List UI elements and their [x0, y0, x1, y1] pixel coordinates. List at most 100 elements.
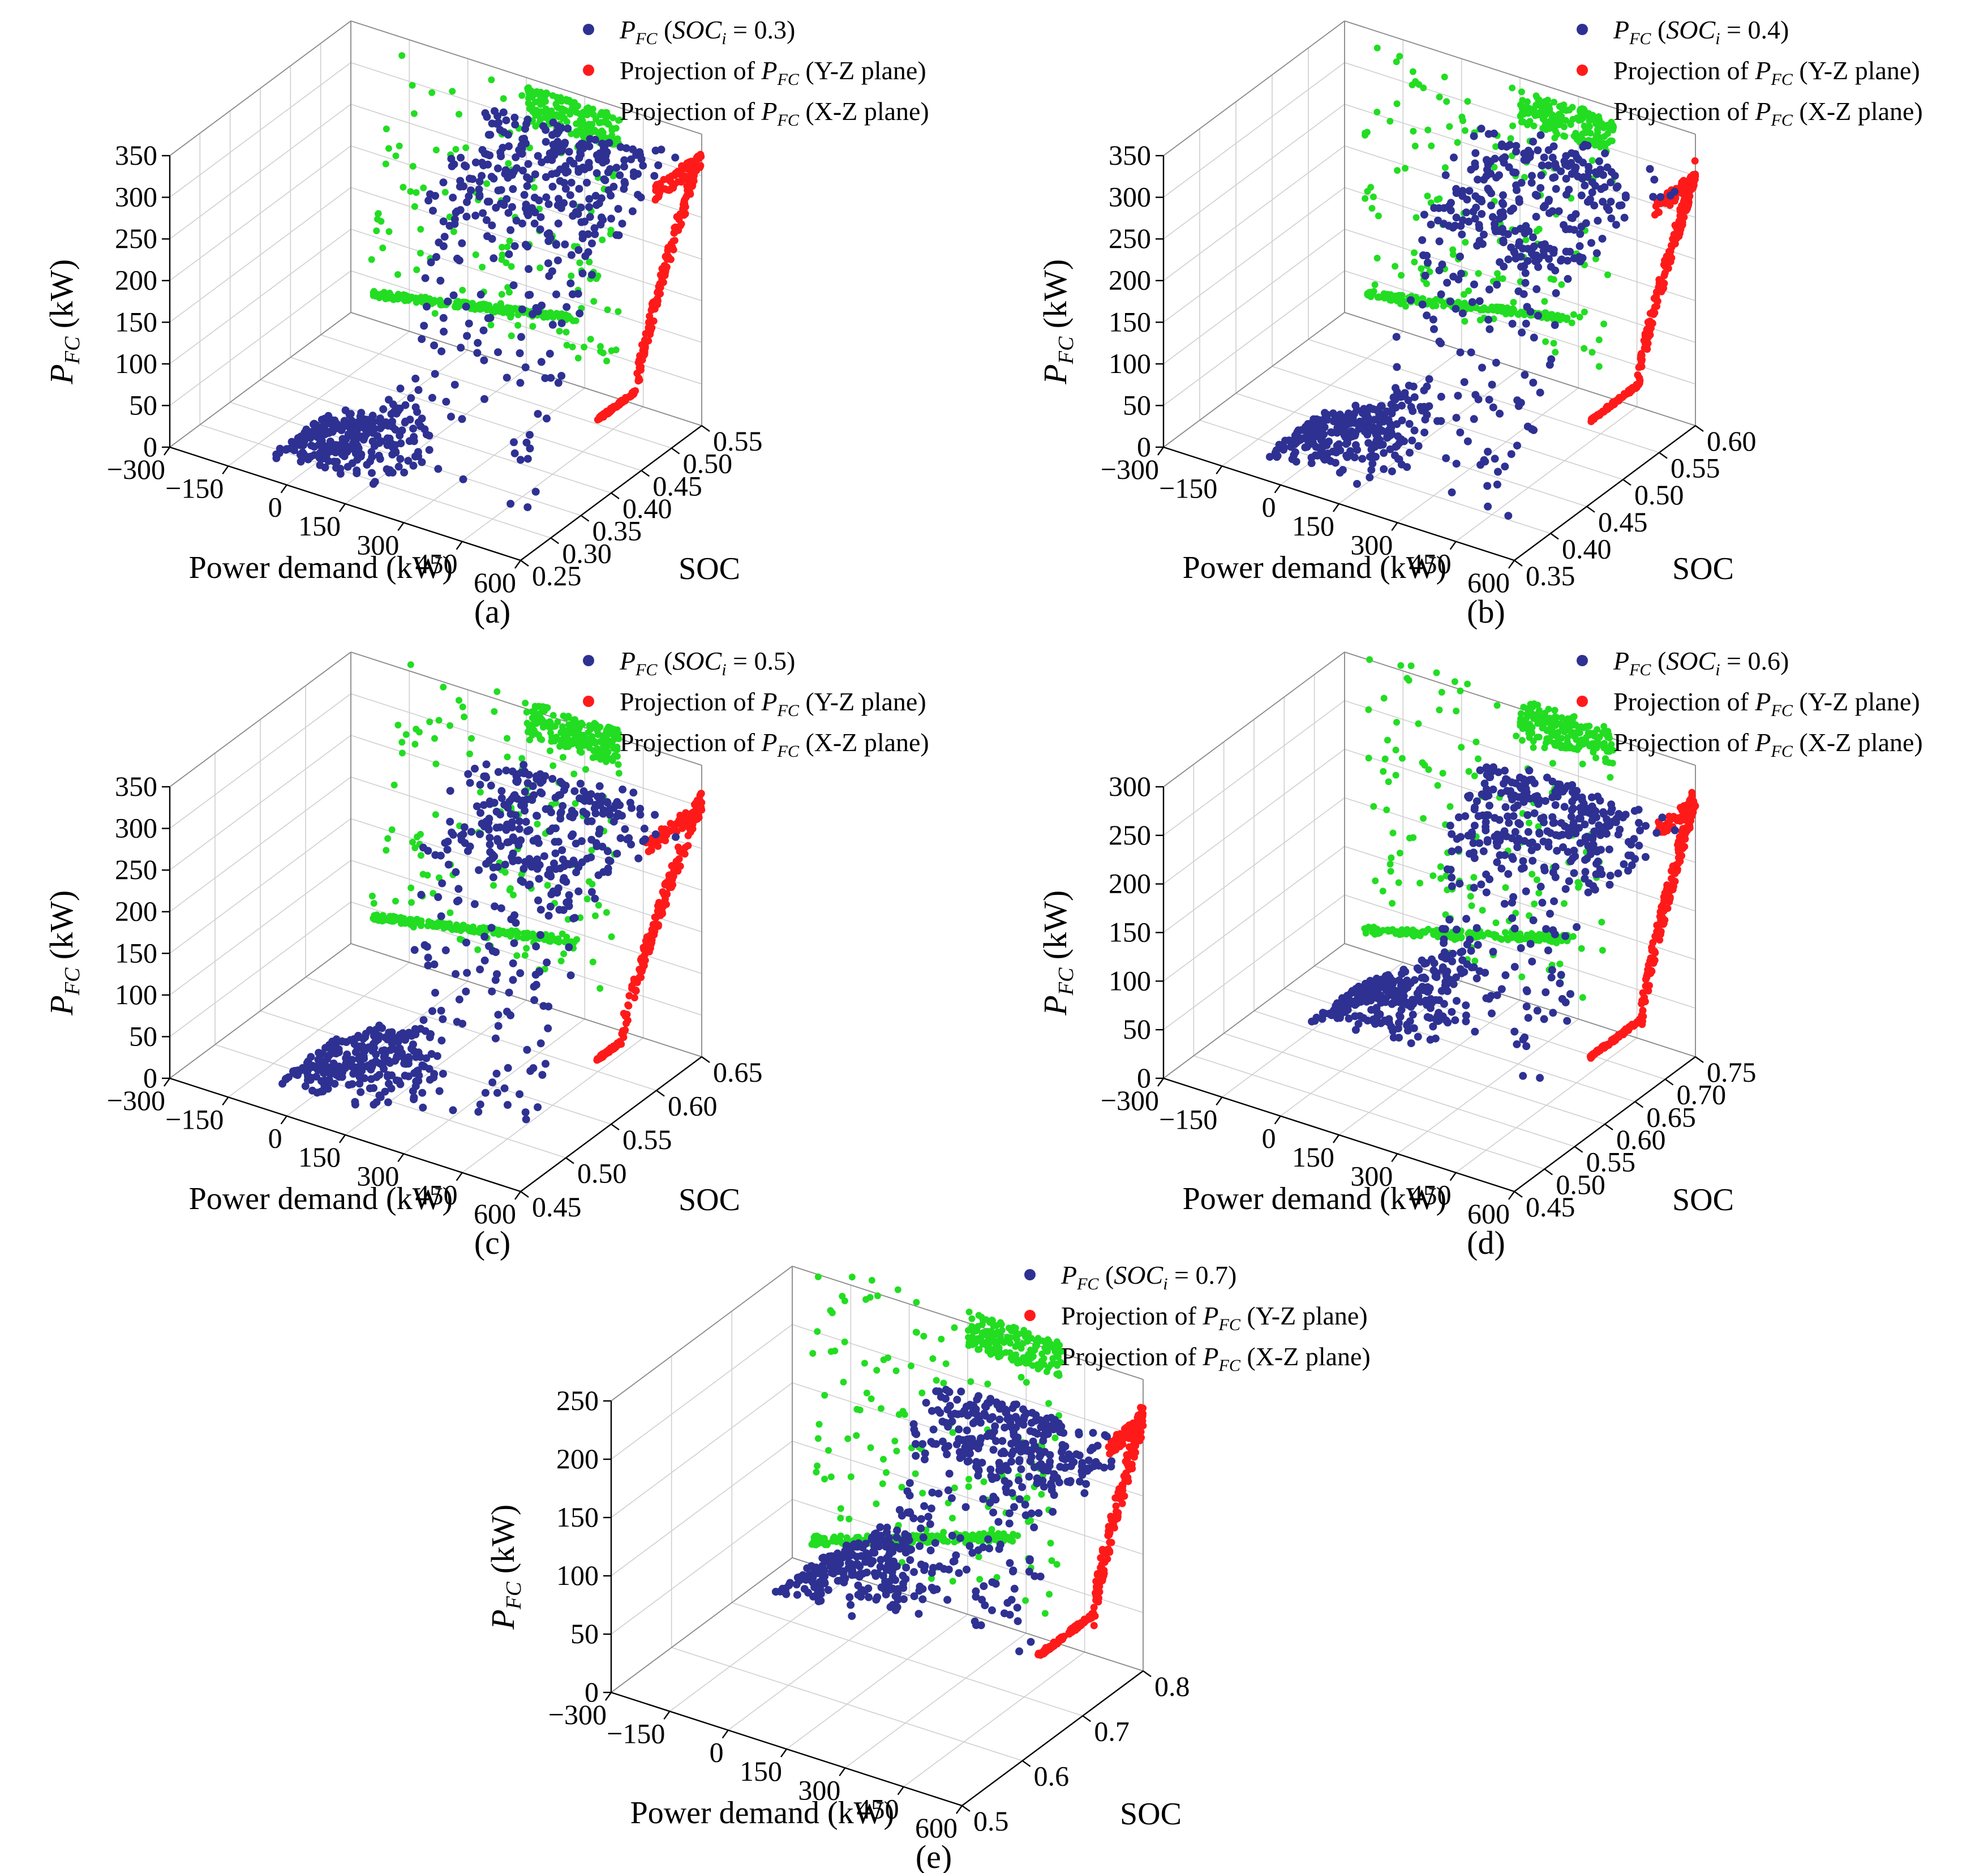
xz-projection-point — [1581, 122, 1588, 130]
yz-projection-point — [668, 172, 676, 180]
yz-projection-point — [680, 200, 687, 208]
y-tick — [1514, 1191, 1523, 1198]
xz-projection-point — [525, 95, 532, 102]
xz-projection-point — [563, 341, 570, 349]
xz-projection-point — [1402, 165, 1409, 172]
yz-projection-point — [656, 902, 664, 910]
pfc-point — [1499, 238, 1508, 247]
pfc-point — [531, 487, 540, 496]
y-tick — [1544, 1168, 1553, 1176]
pfc-point — [1552, 289, 1560, 297]
pfc-point — [1437, 290, 1445, 298]
xz-projection-point — [546, 718, 553, 725]
xz-projection-point — [394, 290, 402, 298]
yz-projection-point — [1593, 413, 1601, 421]
pfc-point — [1517, 398, 1525, 407]
xz-projection-point — [1363, 128, 1371, 136]
pfc-point — [1452, 460, 1461, 468]
pfc-point — [486, 840, 494, 848]
pfc-point — [447, 155, 456, 163]
legend-label: Projection of PFC (Y-Z plane) — [1613, 56, 1920, 89]
xz-projection-point — [413, 189, 420, 196]
yz-projection-point — [641, 342, 649, 350]
y-tick-label: 0.55 — [713, 425, 763, 457]
pfc-point — [1480, 230, 1488, 239]
pfc-point — [521, 787, 529, 796]
z-tick-label: 350 — [115, 770, 157, 802]
xz-projection-point — [417, 852, 424, 859]
yz-projection-point — [646, 931, 654, 939]
xz-projection-point — [1402, 303, 1409, 310]
pfc-point — [1593, 170, 1601, 178]
pfc-point — [374, 1035, 383, 1044]
xz-projection-point — [612, 346, 620, 354]
xz-projection-point — [1411, 143, 1419, 149]
pfc-point — [494, 348, 502, 357]
pfc-point — [1570, 254, 1578, 263]
pfc-point — [1471, 215, 1479, 223]
pfc-point — [1583, 142, 1592, 150]
pfc-point — [1478, 210, 1486, 218]
pfc-point — [436, 276, 445, 285]
xz-projection-point — [370, 899, 377, 907]
yz-projection-point — [697, 151, 705, 158]
pfc-point — [551, 794, 560, 802]
pfc-point — [1585, 162, 1593, 171]
xz-projection-point — [499, 243, 506, 251]
pfc-point — [489, 873, 497, 881]
pfc-point — [440, 327, 448, 336]
xz-projection-point — [586, 258, 593, 265]
y-tick-label: 0.50 — [1634, 479, 1684, 511]
pfc-point — [1494, 468, 1502, 476]
xz-projection-point — [526, 736, 533, 744]
yz-projection-point — [660, 175, 668, 183]
yz-projection-point — [675, 855, 682, 863]
x-tick-label: 150 — [298, 510, 341, 542]
pfc-point — [536, 906, 545, 914]
pfc-point — [1474, 175, 1482, 184]
yz-projection-point — [617, 1040, 625, 1048]
xz-projection-point — [411, 203, 418, 210]
xz-projection-point — [380, 289, 388, 296]
pfc-point — [480, 395, 488, 403]
pfc-point — [1527, 425, 1536, 433]
pfc-point — [437, 1036, 446, 1045]
xz-projection-point — [435, 717, 443, 724]
pfc-point — [1536, 184, 1545, 192]
pfc-point — [404, 1060, 413, 1068]
xz-projection-point — [1464, 98, 1471, 105]
xz-projection-point — [1592, 120, 1599, 127]
xz-projection-point — [572, 800, 579, 807]
pfc-point — [295, 1067, 304, 1075]
pfc-point — [1307, 453, 1316, 462]
pfc-point — [1551, 321, 1559, 329]
xz-projection-point — [576, 259, 583, 267]
yz-projection-point — [689, 815, 697, 823]
pfc-point — [534, 1103, 542, 1112]
pfc-point — [584, 230, 592, 238]
pfc-point — [444, 860, 453, 869]
yz-projection-point — [659, 278, 667, 286]
pfc-point — [553, 256, 562, 265]
grid-line — [1221, 331, 1403, 466]
pfc-point — [1372, 436, 1381, 445]
pfc-point — [1483, 156, 1491, 164]
xz-projection-point — [1551, 134, 1558, 142]
pfc-point — [537, 358, 546, 366]
z-tick-label: 0 — [143, 1062, 157, 1094]
xz-projection-point — [547, 747, 553, 755]
pfc-point — [1454, 392, 1462, 400]
pfc-point — [542, 193, 551, 202]
pfc-point — [584, 248, 592, 256]
pfc-point — [449, 194, 457, 202]
pfc-point — [324, 427, 333, 436]
pfc-point — [1343, 439, 1351, 447]
pfc-point — [1465, 187, 1474, 195]
xz-projection-point — [506, 886, 513, 894]
pfc-point — [1398, 416, 1406, 425]
z-tick-label: 50 — [1123, 389, 1151, 421]
xz-projection-point — [383, 125, 390, 132]
xz-projection-point — [1428, 142, 1435, 149]
pfc-point — [1475, 237, 1484, 245]
xz-projection-point — [556, 113, 563, 120]
